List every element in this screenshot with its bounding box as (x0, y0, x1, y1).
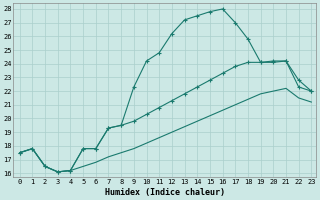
X-axis label: Humidex (Indice chaleur): Humidex (Indice chaleur) (105, 188, 225, 197)
